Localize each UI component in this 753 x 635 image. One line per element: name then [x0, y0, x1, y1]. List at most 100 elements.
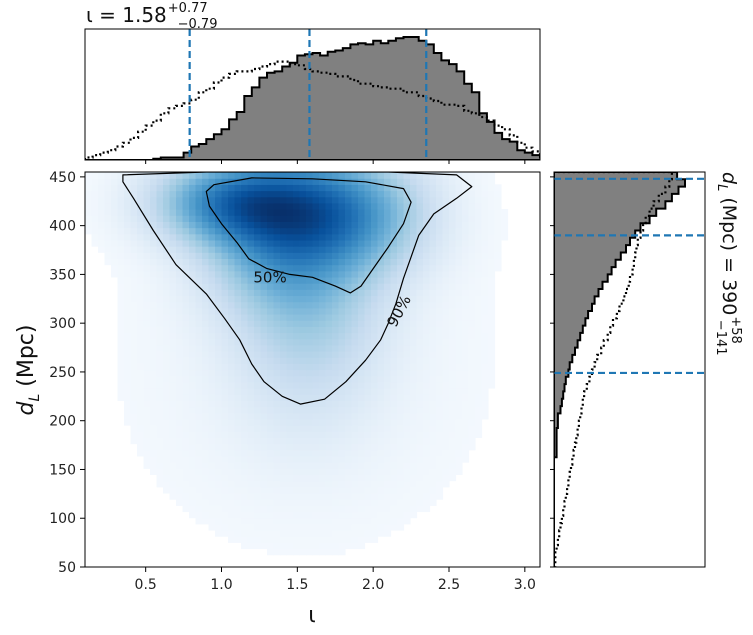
heatmap-cell [182, 246, 190, 253]
heatmap-cell [384, 449, 392, 457]
heatmap-cell [384, 474, 392, 482]
heatmap-cell [189, 307, 197, 315]
heatmap-cell [319, 529, 327, 537]
heatmap-cell [462, 425, 470, 432]
heatmap-cell [449, 449, 457, 457]
heatmap-cell [416, 246, 424, 253]
heatmap-cell [104, 172, 112, 179]
heatmap-cell [332, 505, 340, 513]
heatmap-cell [156, 172, 164, 179]
heatmap-cell [202, 388, 210, 395]
heatmap-cell [455, 202, 463, 210]
heatmap-cell [358, 462, 366, 469]
heatmap-cell [215, 357, 223, 364]
heatmap-cell [273, 295, 281, 303]
heatmap-cell [481, 394, 489, 401]
heatmap-cell [325, 455, 333, 463]
heatmap-cell [371, 357, 379, 364]
heatmap-cell [280, 221, 288, 229]
heatmap-cell [241, 437, 249, 445]
heatmap-cell [293, 326, 301, 334]
heatmap-cell [481, 320, 489, 327]
heatmap-cell [416, 184, 424, 192]
heatmap-cell [312, 184, 320, 192]
heatmap-cell [338, 388, 346, 395]
heatmap-cell [117, 221, 125, 229]
heatmap-cell [137, 363, 145, 371]
heatmap-cell [221, 369, 229, 377]
heatmap-cell [358, 233, 366, 241]
heatmap-cell [293, 529, 301, 537]
heatmap-cell [494, 258, 502, 266]
heatmap-cell [117, 332, 125, 340]
heatmap-cell [195, 437, 203, 445]
heatmap-cell [260, 221, 268, 229]
heatmap-cell [325, 233, 333, 241]
heatmap-cell [319, 264, 327, 272]
heatmap-cell [455, 350, 463, 358]
heatmap-cell [449, 375, 457, 383]
heatmap-cell [299, 172, 307, 179]
heatmap-cell [384, 326, 392, 334]
heatmap-cell [182, 350, 190, 358]
heatmap-cell [111, 196, 119, 204]
heatmap-cell [436, 326, 444, 334]
heatmap-cell [325, 326, 333, 334]
heatmap-cell [286, 350, 294, 358]
heatmap-cell [364, 381, 372, 389]
heatmap-cell [163, 474, 171, 482]
heatmap-cell [189, 474, 197, 482]
heatmap-cell [332, 332, 340, 340]
heatmap-cell [156, 184, 164, 192]
heatmap-cell [416, 381, 424, 389]
heatmap-cell [351, 172, 359, 179]
heatmap-cell [260, 313, 268, 321]
heatmap-cell [208, 313, 216, 321]
heatmap-cell [436, 455, 444, 463]
heatmap-cell [423, 276, 431, 284]
heatmap-cell [221, 338, 229, 346]
heatmap-cell [397, 190, 405, 198]
heatmap-cell [143, 196, 151, 204]
heatmap-cell [332, 320, 340, 327]
heatmap-cell [247, 320, 255, 327]
heatmap-cell [384, 462, 392, 469]
heatmap-cell [416, 295, 424, 303]
heatmap-cell [390, 418, 398, 426]
heatmap-cell [234, 332, 242, 340]
heatmap-cell [234, 505, 242, 513]
heatmap-cell [273, 202, 281, 210]
heatmap-cell [221, 529, 229, 537]
heatmap-cell [189, 425, 197, 432]
heatmap-cell [189, 511, 197, 519]
heatmap-cell [195, 357, 203, 364]
heatmap-cell [423, 363, 431, 371]
heatmap-cell [377, 326, 385, 334]
heatmap-cell [267, 443, 275, 451]
heatmap-cell [169, 178, 177, 185]
heatmap-cell [429, 301, 437, 309]
heatmap-cell [228, 172, 236, 179]
heatmap-cell [462, 431, 470, 438]
heatmap-cell [202, 511, 210, 519]
heatmap-cell [449, 394, 457, 401]
heatmap-cell [280, 517, 288, 525]
heatmap-cell [384, 511, 392, 519]
heatmap-cell [462, 246, 470, 253]
heatmap-cell [195, 431, 203, 438]
heatmap-cell [195, 320, 203, 327]
heatmap-cell [195, 270, 203, 278]
heatmap-cell [325, 357, 333, 364]
heatmap-cell [462, 437, 470, 445]
heatmap-cell [228, 252, 236, 259]
heatmap-cell [195, 480, 203, 488]
heatmap-cell [312, 357, 320, 364]
heatmap-cell [221, 437, 229, 445]
joint-panel: 0.5 1.0 1.5 2.0 2.5 3.0 501001502002503003504… [14, 170, 541, 628]
heatmap-cell [481, 350, 489, 358]
heatmap-cell [169, 437, 177, 445]
heatmap-cell [130, 209, 138, 216]
heatmap-cell [423, 246, 431, 253]
heatmap-cell [345, 517, 353, 525]
heatmap-cell [228, 388, 236, 395]
